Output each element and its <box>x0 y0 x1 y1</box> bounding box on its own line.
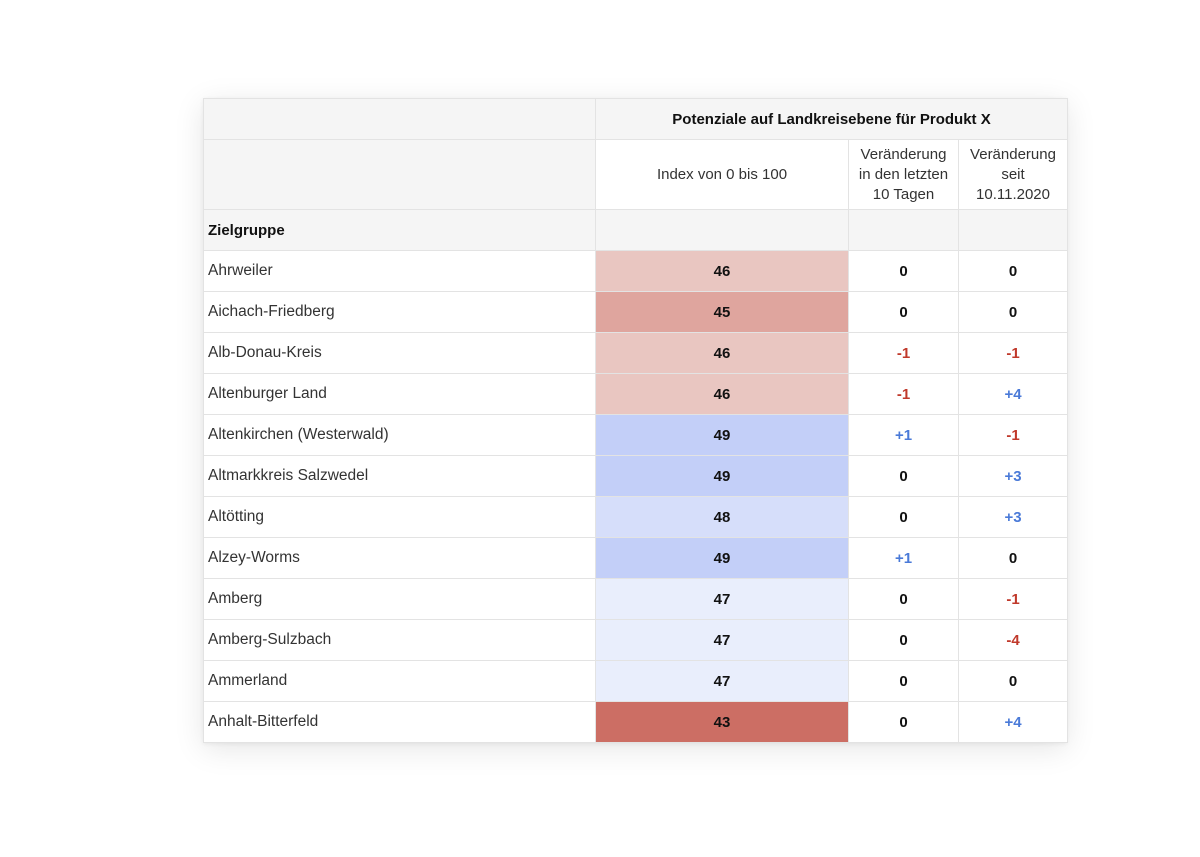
row-index-value: 46 <box>595 332 849 374</box>
table-row[interactable]: Altenburger Land 46 -1 +4 <box>203 373 1068 415</box>
row-index-value: 45 <box>595 291 849 333</box>
table-row[interactable]: Anhalt-Bitterfeld 43 0 +4 <box>203 701 1068 743</box>
row-name: Ammerland <box>203 660 596 702</box>
row-index-value: 46 <box>595 250 849 292</box>
row-change-since: 0 <box>958 537 1068 579</box>
group-empty-cell <box>848 209 959 251</box>
table-row[interactable]: Ahrweiler 46 0 0 <box>203 250 1068 292</box>
row-name: Altenburger Land <box>203 373 596 415</box>
row-index-value: 47 <box>595 578 849 620</box>
row-index-value: 47 <box>595 619 849 661</box>
column-header-change-10d[interactable]: Veränderung in den letzten 10 Tagen <box>848 139 959 210</box>
row-change-since: +4 <box>958 701 1068 743</box>
row-name: Aichach-Friedberg <box>203 291 596 333</box>
group-empty-cell <box>958 209 1068 251</box>
group-label: Zielgruppe <box>203 209 596 251</box>
table-row[interactable]: Altmarkkreis Salzwedel 49 0 +3 <box>203 455 1068 497</box>
header-empty-cell <box>203 98 596 140</box>
row-name: Amberg <box>203 578 596 620</box>
row-index-value: 43 <box>595 701 849 743</box>
row-index-value: 47 <box>595 660 849 702</box>
row-change-10d: 0 <box>848 455 959 497</box>
row-change-10d: -1 <box>848 373 959 415</box>
row-change-10d: 0 <box>848 250 959 292</box>
potential-table: Potenziale auf Landkreisebene für Produk… <box>203 98 1068 743</box>
group-empty-cell <box>595 209 849 251</box>
row-change-10d: 0 <box>848 660 959 702</box>
row-change-10d: 0 <box>848 291 959 333</box>
row-change-since: 0 <box>958 291 1068 333</box>
header-empty-cell <box>203 139 596 210</box>
row-change-since: 0 <box>958 660 1068 702</box>
row-name: Altenkirchen (Westerwald) <box>203 414 596 456</box>
row-index-value: 46 <box>595 373 849 415</box>
row-change-since: -1 <box>958 414 1068 456</box>
table-row[interactable]: Aichach-Friedberg 45 0 0 <box>203 291 1068 333</box>
row-index-value: 48 <box>595 496 849 538</box>
table-row[interactable]: Altötting 48 0 +3 <box>203 496 1068 538</box>
row-name: Anhalt-Bitterfeld <box>203 701 596 743</box>
row-change-since: -1 <box>958 332 1068 374</box>
row-change-10d: +1 <box>848 537 959 579</box>
table-row[interactable]: Altenkirchen (Westerwald) 49 +1 -1 <box>203 414 1068 456</box>
row-change-since: -4 <box>958 619 1068 661</box>
row-index-value: 49 <box>595 414 849 456</box>
header-columns-row: Index von 0 bis 100 Veränderung in den l… <box>203 139 1068 210</box>
row-change-10d: 0 <box>848 701 959 743</box>
table-row[interactable]: Amberg 47 0 -1 <box>203 578 1068 620</box>
row-change-10d: -1 <box>848 332 959 374</box>
row-change-since: +3 <box>958 496 1068 538</box>
row-change-since: +3 <box>958 455 1068 497</box>
row-name: Ahrweiler <box>203 250 596 292</box>
row-name: Altötting <box>203 496 596 538</box>
row-change-10d: 0 <box>848 496 959 538</box>
row-change-10d: 0 <box>848 578 959 620</box>
group-header-row: Zielgruppe <box>203 209 1068 251</box>
row-index-value: 49 <box>595 537 849 579</box>
table-title: Potenziale auf Landkreisebene für Produk… <box>595 98 1068 140</box>
table-row[interactable]: Alzey-Worms 49 +1 0 <box>203 537 1068 579</box>
column-header-change-since[interactable]: Veränderung seit 10.11.2020 <box>958 139 1068 210</box>
table-row[interactable]: Alb-Donau-Kreis 46 -1 -1 <box>203 332 1068 374</box>
row-name: Altmarkkreis Salzwedel <box>203 455 596 497</box>
header-title-row: Potenziale auf Landkreisebene für Produk… <box>203 98 1068 140</box>
column-header-index[interactable]: Index von 0 bis 100 <box>595 139 849 210</box>
table-card: Potenziale auf Landkreisebene für Produk… <box>203 98 1068 743</box>
row-change-10d: 0 <box>848 619 959 661</box>
row-name: Alb-Donau-Kreis <box>203 332 596 374</box>
row-index-value: 49 <box>595 455 849 497</box>
row-change-since: -1 <box>958 578 1068 620</box>
row-name: Alzey-Worms <box>203 537 596 579</box>
row-change-since: +4 <box>958 373 1068 415</box>
table-row[interactable]: Amberg-Sulzbach 47 0 -4 <box>203 619 1068 661</box>
row-name: Amberg-Sulzbach <box>203 619 596 661</box>
row-change-since: 0 <box>958 250 1068 292</box>
table-row[interactable]: Ammerland 47 0 0 <box>203 660 1068 702</box>
row-change-10d: +1 <box>848 414 959 456</box>
